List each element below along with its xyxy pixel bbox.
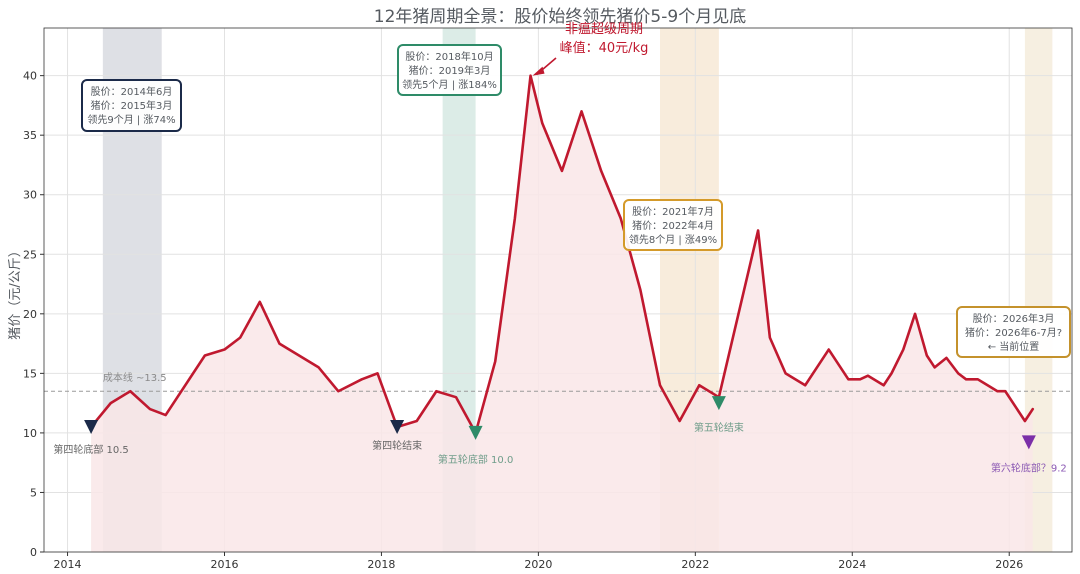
- y-tick-label: 40: [23, 70, 37, 83]
- cost-line: 成本线 ~13.5: [44, 371, 1072, 392]
- peak-annotation-line: 峰值：40元/kg: [560, 40, 649, 56]
- annotation-box: [81, 79, 182, 132]
- annotation-box-line: 猪价：2022年4月: [632, 219, 714, 232]
- bottom-marker-label: 第六轮底部？9.2: [991, 461, 1067, 474]
- annotation-box-line: 股价：2021年7月: [632, 205, 714, 218]
- peak-annotation-line: 非瘟超级周期: [565, 21, 643, 37]
- annotation-box-line: 领先9个月 | 涨74%: [87, 113, 175, 126]
- bottom-marker: [468, 425, 483, 440]
- bottom-marker-label: 第四轮底部 10.5: [53, 443, 128, 456]
- bottom-marker-label: 第五轮结束: [694, 421, 744, 434]
- x-tick-label: 2022: [681, 558, 709, 571]
- bottom-marker-label: 第四轮结束: [372, 439, 422, 452]
- bottom-marker: [84, 419, 99, 434]
- y-tick-label: 10: [23, 427, 37, 440]
- bottom-marker: [711, 396, 726, 411]
- axes: 2014 2016 2018 2020 2022 2024 2026 0 5 10 15 20 25 30…: [23, 27, 1073, 571]
- annotation-box-line: 股价：2026年3月: [973, 312, 1055, 325]
- y-tick-label: 20: [23, 308, 37, 321]
- annotation-box-line: 猪价：2026年6-7月?: [965, 326, 1062, 339]
- x-tick-label: 2020: [524, 558, 552, 571]
- chart-title: 12年猪周期全景：股价始终领先猪价5-9个月见底: [374, 7, 746, 27]
- bottom-marker-label: 第五轮底部 10.0: [438, 453, 513, 466]
- annotation-box-line: 领先8个月 | 涨49%: [629, 233, 717, 246]
- area-fill: [91, 75, 1033, 553]
- x-tick-label: 2018: [367, 558, 395, 571]
- bottom-marker: [1021, 435, 1036, 450]
- x-tick-label: 2016: [210, 558, 238, 571]
- price-series: [89, 74, 1035, 435]
- annotation-box-line: 股价：2014年6月: [91, 85, 173, 98]
- annotation-box-line: 领先5个月 | 涨184%: [402, 78, 497, 91]
- x-tick-label: 2014: [54, 558, 82, 571]
- cost-line-label: 成本线 ~13.5: [103, 371, 167, 384]
- annotation-box-line: ← 当前位置: [988, 340, 1040, 353]
- y-tick-label: 30: [23, 189, 37, 202]
- annotation-box-line: 股价：2018年10月: [405, 50, 493, 63]
- y-tick-label: 15: [23, 367, 37, 380]
- peak-arrow-head: [532, 66, 545, 76]
- series-line: [89, 74, 1035, 435]
- y-tick-label: 35: [23, 129, 37, 142]
- y-tick-label: 25: [23, 248, 37, 261]
- annotation-box: [623, 199, 723, 251]
- annotation-box-line: 猪价：2015年3月: [91, 99, 173, 112]
- annotation-box: [956, 306, 1071, 358]
- bottom-marker: [390, 419, 405, 434]
- y-axis-label: 猪价（元/公斤）: [8, 244, 23, 339]
- y-tick-label: 5: [30, 486, 37, 499]
- annotation-box-line: 猪价：2019年3月: [409, 64, 491, 77]
- x-tick-label: 2024: [838, 558, 866, 571]
- x-tick-label: 2026: [995, 558, 1023, 571]
- y-tick-label: 0: [30, 546, 37, 559]
- plot-frame: [43, 27, 1073, 553]
- annotation-box: [397, 44, 502, 96]
- area-fill-path: [91, 75, 1033, 553]
